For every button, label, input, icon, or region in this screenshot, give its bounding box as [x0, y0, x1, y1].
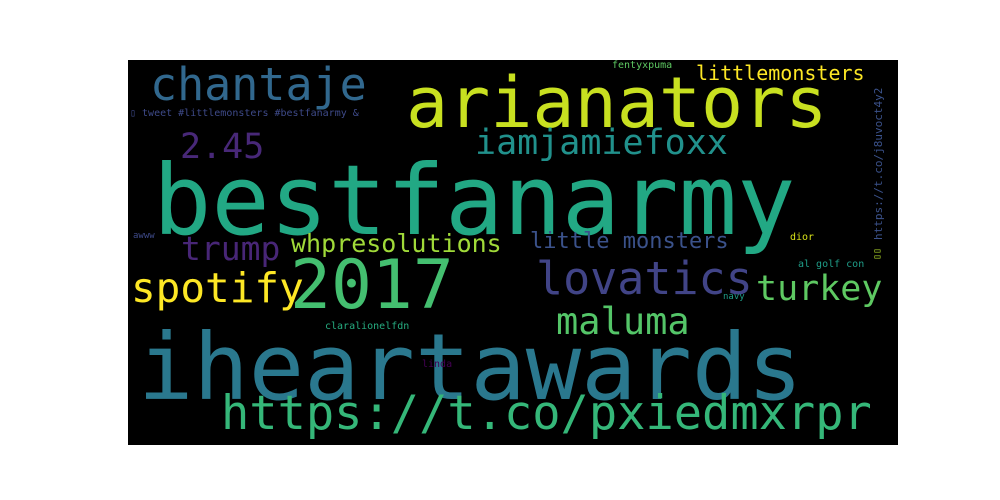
word-arianators: arianators: [406, 62, 828, 144]
word-fentyxpuma: fentyxpuma: [612, 60, 673, 71]
word-iheartawards: iheartawards: [138, 314, 803, 421]
word-awww: awww: [133, 231, 155, 241]
word-maluma: maluma: [556, 300, 690, 343]
word-2017: 2017: [290, 246, 454, 325]
word-navy: navy: [723, 292, 745, 302]
word-cloud: bestfanarmy iheartawards arianators chan…: [128, 60, 898, 445]
word-bestfanarmy: bestfanarmy: [153, 144, 796, 257]
word-littlemonsters: littlemonsters: [696, 61, 865, 85]
word-spotify: spotify: [131, 264, 304, 312]
word-al-golf-con: al golf con: [798, 259, 865, 270]
word-claralionelfdn: claralionelfdn: [325, 321, 410, 332]
word-linda: linda: [422, 359, 453, 370]
word-lovatics: lovatics: [536, 252, 753, 305]
word-little-monsters: little monsters: [530, 229, 729, 254]
word-chantaje: chantaje: [150, 60, 367, 111]
word-missing-glyphs: ▯▯: [872, 247, 883, 260]
word-2-45: 2.45: [180, 127, 265, 167]
word-turkey: turkey: [756, 269, 883, 309]
word-iamjamiefoxx: iamjamiefoxx: [475, 123, 728, 163]
word-dior: dior: [790, 232, 815, 243]
word-trump: trump: [181, 229, 281, 268]
word-whpresolutions: whpresolutions: [291, 229, 502, 258]
word-tweet-phrase: ▯ tweet #littlemonsters #bestfanarmy &: [130, 108, 359, 119]
word-url-pxiedmxrpr: https://t.co/pxiedmxrpr: [221, 386, 872, 441]
word-url-j8uvoct4y2: https://t.co/j8uvoct4y2: [872, 87, 885, 240]
